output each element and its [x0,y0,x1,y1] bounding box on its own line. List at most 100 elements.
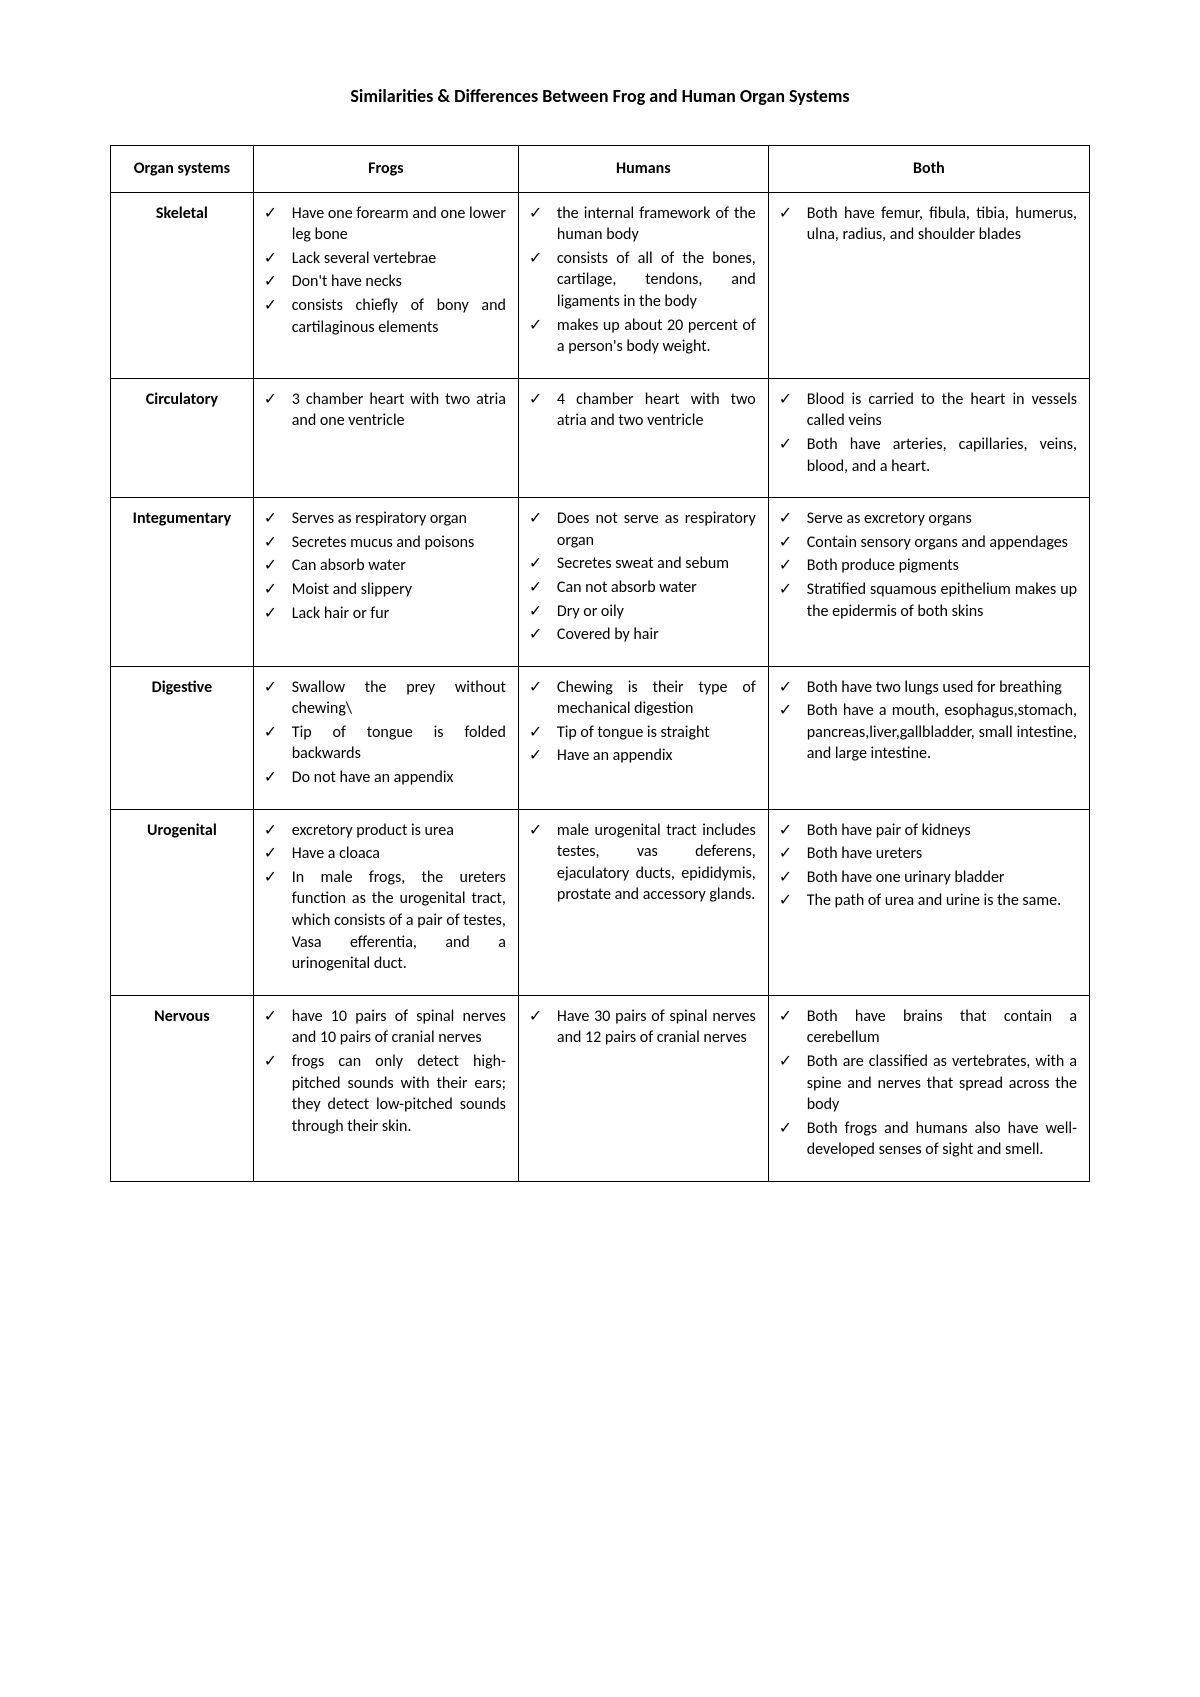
humans-cell: ✓male urogenital tract includes testes, … [518,809,768,995]
check-icon: ✓ [779,890,807,912]
list-item: ✓Tip of tongue is folded backwards [264,722,506,765]
system-cell: Circulatory [111,378,254,497]
list-item-text: Both have brains that contain a cerebell… [807,1006,1077,1049]
check-icon: ✓ [264,677,292,699]
list-item-text: have 10 pairs of spinal nerves and 10 pa… [292,1006,506,1049]
list-item: ✓Does not serve as respiratory organ [529,508,756,551]
both-list: ✓Serve as excretory organs✓Contain senso… [777,508,1081,622]
check-icon: ✓ [264,579,292,601]
list-item-text: Can absorb water [292,555,506,577]
list-item-text: male urogenital tract includes testes, v… [557,820,756,906]
list-item: ✓Have an appendix [529,745,756,767]
frogs-list: ✓excretory product is urea✓Have a cloaca… [262,820,510,975]
check-icon: ✓ [779,434,807,456]
list-item-text: Tip of tongue is straight [557,722,756,744]
check-icon: ✓ [264,603,292,625]
frogs-list: ✓Swallow the prey without chewing\✓Tip o… [262,677,510,789]
check-icon: ✓ [264,555,292,577]
list-item-text: makes up about 20 percent of a person's … [557,315,756,358]
list-item: ✓Can absorb water [264,555,506,577]
both-list: ✓Both have two lungs used for breathing✓… [777,677,1081,765]
list-item: ✓Both have a mouth, esophagus,stomach, p… [779,700,1077,765]
list-item-text: Dry or oily [557,601,756,623]
table-row: Integumentary✓Serves as respiratory orga… [111,498,1090,667]
list-item-text: Lack hair or fur [292,603,506,625]
list-item-text: consists of all of the bones, cartilage,… [557,248,756,313]
list-item: ✓Contain sensory organs and appendages [779,532,1077,554]
list-item-text: Chewing is their type of mechanical dige… [557,677,756,720]
col-header-both: Both [768,146,1089,193]
list-item-text: Do not have an appendix [292,767,506,789]
list-item: ✓Do not have an appendix [264,767,506,789]
humans-list: ✓Have 30 pairs of spinal nerves and 12 p… [527,1006,760,1049]
list-item: ✓Secretes sweat and sebum [529,553,756,575]
check-icon: ✓ [779,579,807,601]
list-item: ✓Chewing is their type of mechanical dig… [529,677,756,720]
list-item: ✓Both have ureters [779,843,1077,865]
check-icon: ✓ [779,1118,807,1140]
list-item: ✓excretory product is urea [264,820,506,842]
list-item: ✓Both have femur, fibula, tibia, humerus… [779,203,1077,246]
list-item-text: Both have one urinary bladder [807,867,1077,889]
list-item-text: Have a cloaca [292,843,506,865]
system-cell: Skeletal [111,192,254,378]
check-icon: ✓ [779,700,807,722]
list-item-text: Serves as respiratory organ [292,508,506,530]
list-item-text: Secretes sweat and sebum [557,553,756,575]
list-item-text: Have 30 pairs of spinal nerves and 12 pa… [557,1006,756,1049]
list-item-text: Both have arteries, capillaries, veins, … [807,434,1077,477]
list-item: ✓Have one forearm and one lower leg bone [264,203,506,246]
check-icon: ✓ [529,553,557,575]
table-row: Circulatory ✓ 3 chamber heart with two atr… [111,378,1090,497]
check-icon: ✓ [529,722,557,744]
col-header-system: Organ systems [111,146,254,193]
check-icon: ✓ [529,389,557,411]
check-icon: ✓ [779,555,807,577]
check-icon: ✓ [264,248,292,270]
list-item-text: Lack several vertebrae [292,248,506,270]
table-row: Skeletal✓Have one forearm and one lower … [111,192,1090,378]
list-item: ✓Blood is carried to the heart in vessel… [779,389,1077,432]
list-item: ✓makes up about 20 percent of a person's… [529,315,756,358]
check-icon: ✓ [529,1006,557,1028]
list-item-text: 3 chamber heart with two atria and one v… [292,389,506,432]
check-icon: ✓ [264,722,292,744]
frogs-cell: ✓excretory product is urea✓Have a cloaca… [253,809,518,995]
list-item-text: Serve as excretory organs [807,508,1077,530]
list-item-text: the internal framework of the human body [557,203,756,246]
list-item-text: frogs can only detect high-pitched sound… [292,1051,506,1137]
humans-list: ✓Chewing is their type of mechanical dig… [527,677,760,767]
list-item: ✓Serves as respiratory organ [264,508,506,530]
check-icon: ✓ [779,203,807,225]
both-list: ✓ Both have brains that contain a cerebel… [777,1006,1081,1161]
list-item: ✓Can not absorb water [529,577,756,599]
humans-cell: ✓Chewing is their type of mechanical dig… [518,666,768,809]
list-item-text: 4 chamber heart with two atria and two v… [557,389,756,432]
check-icon: ✓ [779,508,807,530]
check-icon: ✓ [779,677,807,699]
list-item-text: Both have ureters [807,843,1077,865]
list-item: ✓Both frogs and humans also have well-de… [779,1118,1077,1161]
both-cell: ✓Blood is carried to the heart in vessel… [768,378,1089,497]
list-item: ✓Both have brains that contain a cerebel… [779,1006,1077,1049]
list-item-text: Both produce pigments [807,555,1077,577]
list-item: ✓Dry or oily [529,601,756,623]
humans-list: ✓4 chamber heart with two atria and two … [527,389,760,432]
list-item: ✓consists chiefly of bony and cartilagin… [264,295,506,338]
list-item: ✓Both have pair of kidneys [779,820,1077,842]
list-item: ✓Moist and slippery [264,579,506,601]
check-icon: ✓ [779,820,807,842]
check-icon: ✓ [529,315,557,337]
check-icon: ✓ [529,745,557,767]
both-cell: ✓Serve as excretory organs✓Contain senso… [768,498,1089,667]
list-item: ✓Both have one urinary bladder [779,867,1077,889]
list-item: ✓Both are classified as vertebrates, wit… [779,1051,1077,1116]
check-icon: ✓ [529,820,557,842]
list-item-text: Both have a mouth, esophagus,stomach, pa… [807,700,1077,765]
list-item: ✓have 10 pairs of spinal nerves and 10 p… [264,1006,506,1049]
system-cell: Integumentary [111,498,254,667]
list-item: ✓The path of urea and urine is the same. [779,890,1077,912]
list-item-text: Can not absorb water [557,577,756,599]
list-item: ✓Both have arteries, capillaries, veins,… [779,434,1077,477]
list-item: ✓Have a cloaca [264,843,506,865]
